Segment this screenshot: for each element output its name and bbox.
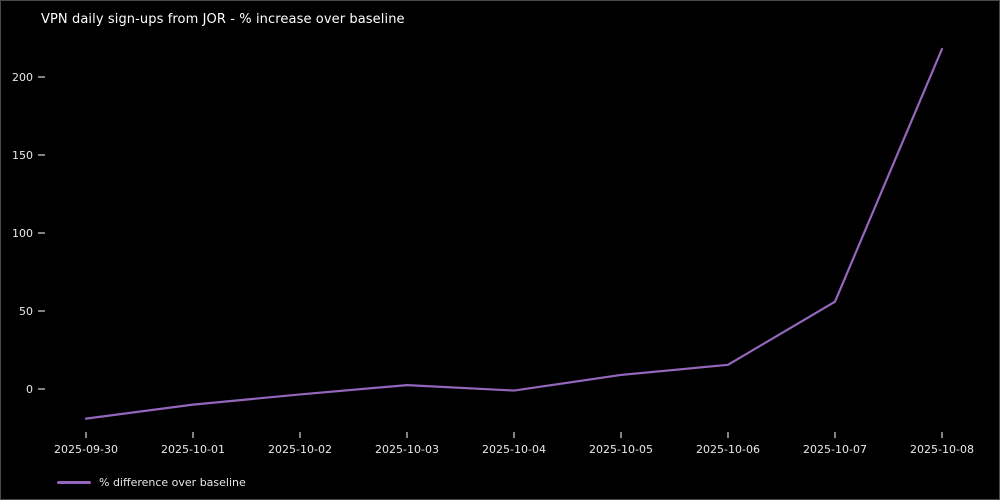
x-tick-label: 2025-10-05 [589,443,653,456]
y-tick-label: 100 [12,227,33,240]
y-tick-label: 200 [12,71,33,84]
x-tick-label: 2025-10-06 [696,443,760,456]
x-tick-label: 2025-10-04 [482,443,546,456]
y-tick-label: 50 [19,305,33,318]
legend-label: % difference over baseline [99,475,246,489]
x-tick-label: 2025-09-30 [54,443,118,456]
x-tick-label: 2025-10-01 [161,443,225,456]
y-tick-label: 150 [12,149,33,162]
legend-line-swatch [57,480,91,484]
x-axis: 2025-09-30 2025-10-01 2025-10-02 2025-10-03… [54,432,974,456]
x-tick-label: 2025-10-02 [268,443,332,456]
legend: % difference over baseline [57,475,246,489]
x-tick-label: 2025-10-07 [803,443,867,456]
y-tick-label: 0 [26,383,33,396]
series-line [84,47,944,420]
chart-title: VPN daily sign-ups from JOR - % increase… [41,12,405,27]
y-axis: 0 50 100 150 200 [12,71,45,396]
x-tick-label: 2025-10-08 [910,443,974,456]
x-tick-label: 2025-10-03 [375,443,439,456]
